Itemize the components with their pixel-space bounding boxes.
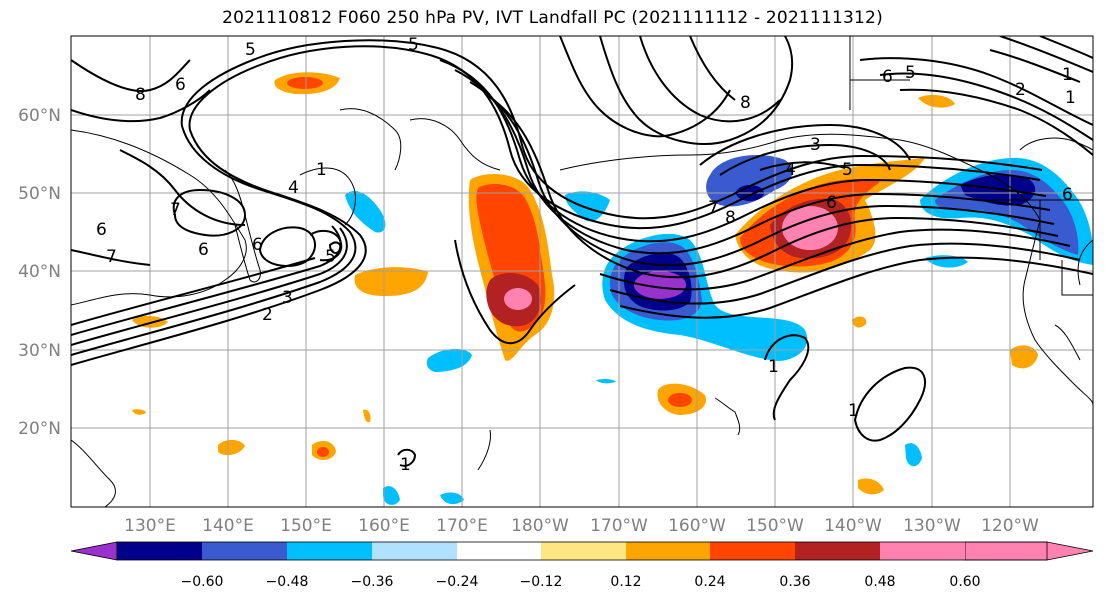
plot-frame xyxy=(70,35,1094,508)
contour-label: 1 xyxy=(768,357,779,377)
contour-label: 1 xyxy=(1062,65,1073,85)
contour-label: 1 xyxy=(400,455,411,475)
colorbar-segment xyxy=(541,542,626,560)
pv-contours xyxy=(71,36,1093,467)
contour-label: 5 xyxy=(245,40,256,60)
lat-label: 60°N xyxy=(18,106,61,126)
colorbar-extend-min xyxy=(70,541,118,561)
colorbar-extend-max xyxy=(964,541,1094,561)
longitude-labels: 130°E 140°E 150°E 160°E 170°E 180°W 170°… xyxy=(124,516,1039,536)
lon-label: 150°E xyxy=(280,516,332,536)
lon-label: 170°E xyxy=(436,516,488,536)
lat-label: 30°N xyxy=(18,341,61,361)
lat-label: 20°N xyxy=(18,419,61,439)
gridlines xyxy=(71,36,1093,507)
colorbar-tick-label: −0.60 xyxy=(181,574,224,590)
contour-label: 1 xyxy=(1065,88,1076,108)
colorbar: −0.60 −0.48 −0.36 −0.24 −0.12 0.12 0.24 … xyxy=(70,541,1094,590)
lon-label: 140°E xyxy=(202,516,254,536)
contour-label: 5 xyxy=(408,35,419,55)
colorbar-segment xyxy=(795,542,880,560)
colorbar-tick-label: 0.24 xyxy=(694,574,725,590)
colorbar-segment xyxy=(372,542,457,560)
lon-label: 150°W xyxy=(746,516,804,536)
contour-label: 6 xyxy=(175,75,186,95)
contour-label: 1 xyxy=(316,160,327,180)
lon-label: 130°E xyxy=(124,516,176,536)
contour-label: 4 xyxy=(785,160,796,180)
lat-label: 40°N xyxy=(18,262,61,282)
contour-label: 7 xyxy=(106,247,117,267)
contour-label: 8 xyxy=(740,93,751,113)
lon-label: 120°W xyxy=(981,516,1039,536)
contour-label: 2 xyxy=(262,305,273,325)
colorbar-segment xyxy=(880,542,965,560)
colorbar-tick-label: 0.12 xyxy=(610,574,641,590)
colorbar-tick-label: −0.48 xyxy=(266,574,309,590)
contour-label: 3 xyxy=(282,288,293,308)
contour-label: 6 xyxy=(1062,185,1073,205)
contour-label: 6 xyxy=(198,240,209,260)
contour-label: 5 xyxy=(325,247,336,267)
contour-label: 5 xyxy=(842,160,853,180)
contour-label: 4 xyxy=(288,178,299,198)
contour-label: 6 xyxy=(252,235,263,255)
contour-label: 2 xyxy=(1015,80,1026,100)
colorbar-segment xyxy=(626,542,710,560)
contour-label: 6 xyxy=(96,220,107,240)
lon-label: 160°W xyxy=(668,516,726,536)
map-title: 2021110812 F060 250 hPa PV, IVT Landfall… xyxy=(222,8,883,28)
contour-label: 5 xyxy=(905,63,916,83)
lon-label: 160°E xyxy=(358,516,410,536)
colorbar-segment xyxy=(202,542,287,560)
colorbar-tick-label: 0.36 xyxy=(779,574,810,590)
colorbar-tick-label: −0.24 xyxy=(436,574,479,590)
lon-label: 140°W xyxy=(824,516,882,536)
contour-label: 7 xyxy=(170,200,181,220)
colorbar-tick-label: 0.60 xyxy=(949,574,980,590)
colorbar-segment xyxy=(117,542,202,560)
contour-labels: 8 6 5 5 7 6 4 1 6 7 6 5 3 2 8 3 4 5 6 7 … xyxy=(96,35,1076,475)
colorbar-tick-label: 0.48 xyxy=(864,574,895,590)
colorbar-segment xyxy=(710,542,795,560)
lon-label: 130°W xyxy=(903,516,961,536)
contour-label: 6 xyxy=(826,193,837,213)
lat-label: 50°N xyxy=(18,184,61,204)
coastlines xyxy=(71,36,1093,507)
lon-label: 180°W xyxy=(511,516,569,536)
contour-label: 3 xyxy=(810,135,821,155)
contour-label: 1 xyxy=(848,401,859,421)
latitude-labels: 60°N 50°N 40°N 30°N 20°N xyxy=(18,106,61,439)
contour-label: 7 xyxy=(708,198,719,218)
contour-label: 8 xyxy=(135,85,146,105)
contour-label: 8 xyxy=(725,208,736,228)
colorbar-segment xyxy=(457,542,541,560)
colorbar-tick-label: −0.12 xyxy=(520,574,563,590)
contour-label: 6 xyxy=(882,67,893,87)
lon-label: 170°W xyxy=(590,516,648,536)
colorbar-segment xyxy=(287,542,372,560)
colorbar-tick-label: −0.36 xyxy=(351,574,394,590)
